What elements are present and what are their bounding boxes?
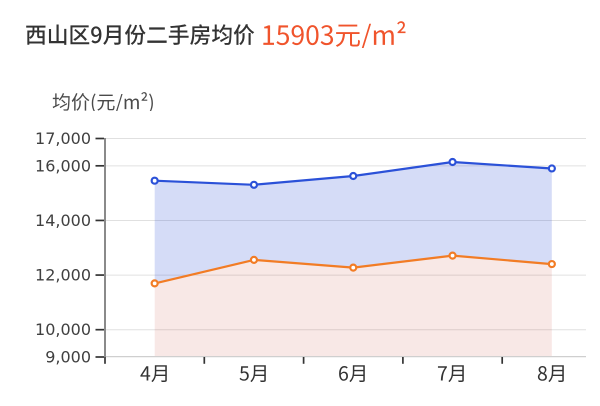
text-glyphs <box>52 92 153 112</box>
y-axis-label: 12,000 <box>35 266 91 285</box>
text-glyphs <box>26 24 255 46</box>
data-point-orange <box>249 255 259 265</box>
text-glyphs <box>139 365 167 383</box>
text-glyphs <box>438 365 465 383</box>
x-axis-label <box>438 365 465 383</box>
y-axis-label: 16,000 <box>35 156 91 175</box>
text-glyphs <box>239 365 266 383</box>
x-axis-label <box>339 365 365 383</box>
y-axis-title <box>52 92 153 112</box>
x-axis-label <box>239 365 266 383</box>
data-point-orange <box>547 259 556 269</box>
data-point-orange <box>448 251 457 260</box>
page-title <box>26 24 255 46</box>
y-axis-label: 17,000 <box>35 129 91 148</box>
y-axis-label: 14,000 <box>35 211 91 230</box>
data-point-blue <box>249 180 259 189</box>
x-axis-label <box>537 365 564 383</box>
area-orange <box>154 255 552 357</box>
text-glyphs <box>339 365 365 383</box>
text-glyphs <box>537 365 564 383</box>
price-value <box>262 21 405 48</box>
data-point-blue <box>349 171 358 181</box>
y-axis-label: 9,000 <box>45 348 91 367</box>
data-point-orange <box>349 263 358 272</box>
data-point-orange <box>150 279 159 288</box>
data-point-blue <box>448 157 457 167</box>
data-point-blue <box>150 176 159 185</box>
y-axis-label: 10,000 <box>35 320 91 339</box>
data-point-blue <box>547 164 556 173</box>
text-glyphs <box>262 21 405 48</box>
x-axis-label <box>139 365 167 383</box>
